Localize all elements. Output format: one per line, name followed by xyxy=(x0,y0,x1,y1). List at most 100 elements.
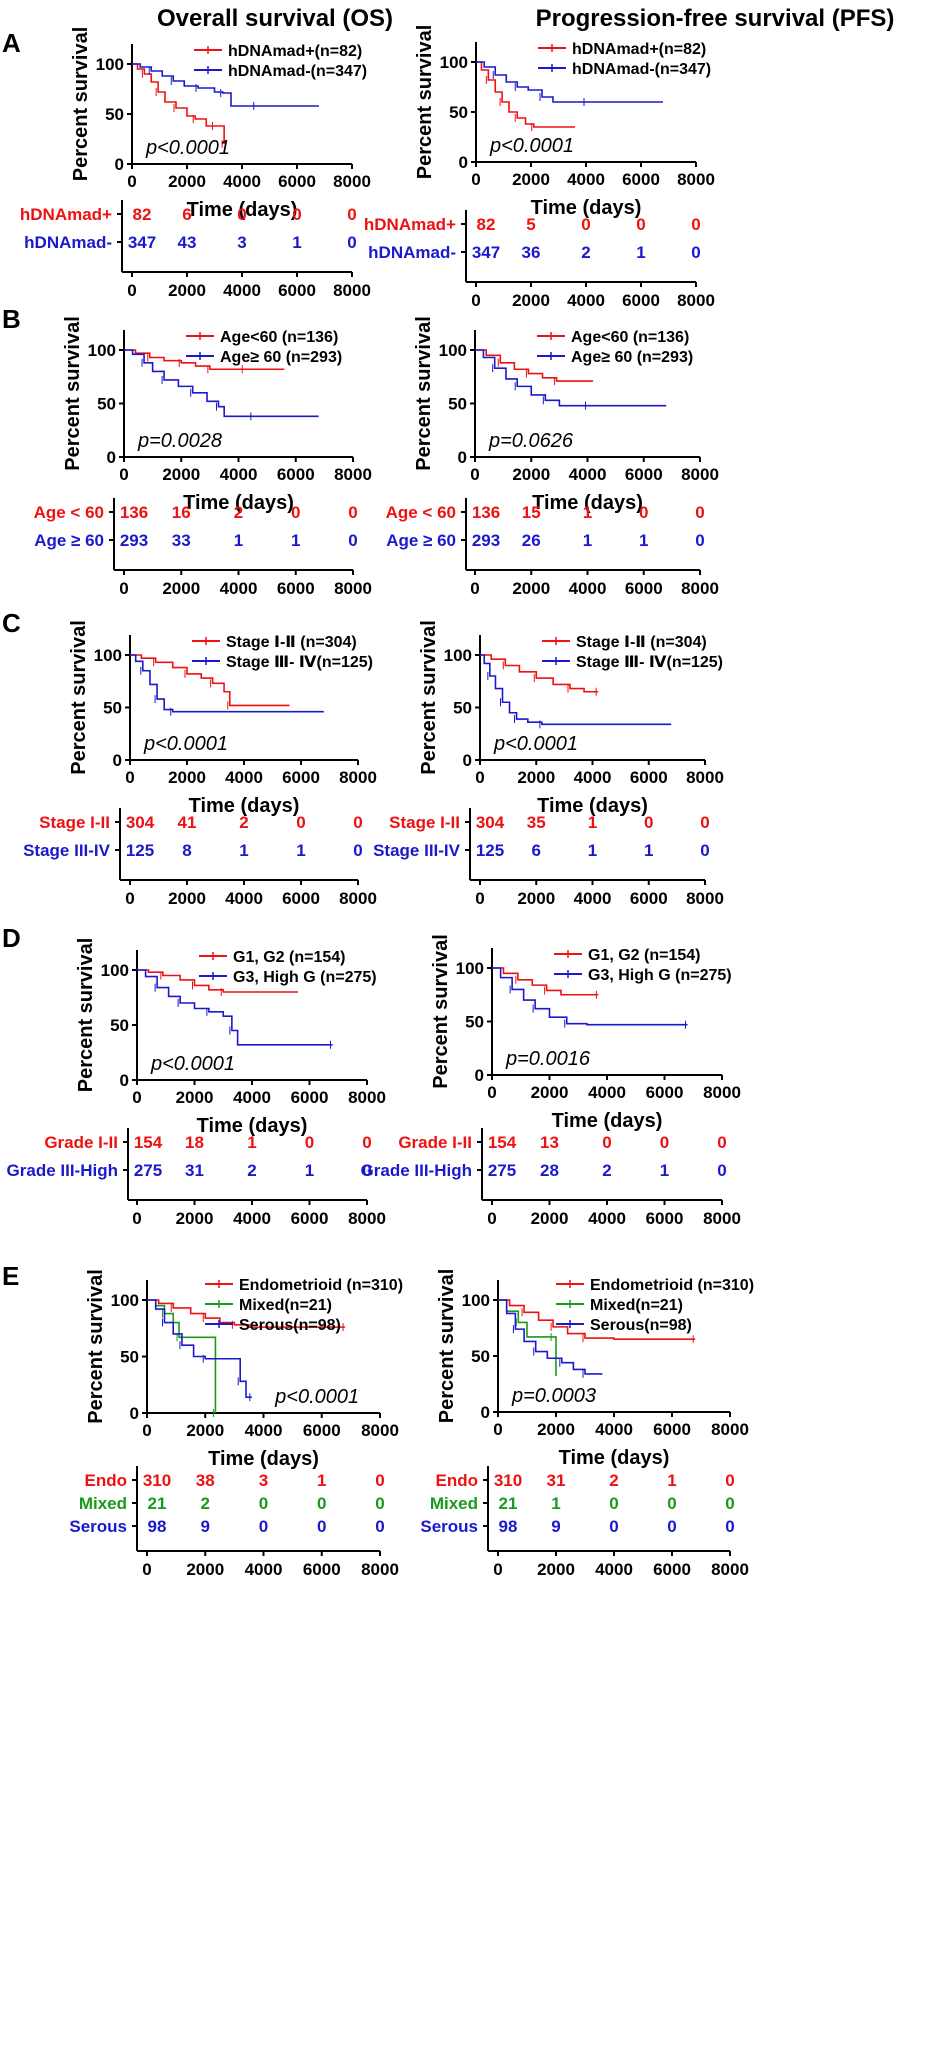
legend-label-blue: Serous(n=98) xyxy=(239,1317,341,1334)
risk-count-blue: 275 xyxy=(134,1161,162,1180)
legend-label-blue: Stage Ⅲ- Ⅳ(n=125) xyxy=(226,654,373,671)
risk-count-red: 1 xyxy=(667,1471,676,1490)
risk-count-blue: 2 xyxy=(581,243,590,262)
risk-count-red: 2 xyxy=(234,503,243,522)
risk-count-blue: 43 xyxy=(178,233,197,252)
y-tick-label: 100 xyxy=(439,341,467,360)
risk-count-green: 0 xyxy=(725,1494,734,1513)
risk-table-tick-label: 4000 xyxy=(220,579,258,598)
risk-row-label-green: Mixed xyxy=(430,1494,478,1513)
risk-row-label-red: Endo xyxy=(436,1471,479,1490)
y-axis-title: Percent survival xyxy=(418,620,440,775)
p-value: p<0.0001 xyxy=(493,733,578,755)
survival-curve-blue xyxy=(475,349,667,407)
y-tick-label: 0 xyxy=(458,448,467,467)
x-tick-label: 0 xyxy=(475,768,484,787)
risk-count-red: 2 xyxy=(609,1471,618,1490)
survival-curve-blue xyxy=(492,967,688,1026)
risk-count-blue: 1 xyxy=(291,531,300,550)
p-value: p=0.0028 xyxy=(137,430,222,452)
risk-count-green: 21 xyxy=(499,1494,518,1513)
risk-count-red: 0 xyxy=(292,205,301,224)
risk-count-red: 0 xyxy=(725,1471,734,1490)
risk-count-red: 0 xyxy=(717,1133,726,1152)
risk-table-tick-label: 0 xyxy=(132,1209,141,1228)
risk-count-red: 0 xyxy=(362,1133,371,1152)
x-tick-label: 4000 xyxy=(225,768,263,787)
risk-table-tick-label: 2000 xyxy=(517,889,555,908)
x-axis-title: Time (days) xyxy=(189,795,300,817)
y-tick-label: 100 xyxy=(96,55,124,74)
risk-count-blue: 28 xyxy=(540,1161,559,1180)
risk-count-green: 21 xyxy=(148,1494,167,1513)
survival-curve-blue xyxy=(137,969,333,1046)
risk-count-red: 0 xyxy=(347,205,356,224)
y-tick-label: 50 xyxy=(110,1016,129,1035)
x-axis-title: Time (days) xyxy=(183,492,294,514)
risk-count-blue: 9 xyxy=(201,1517,210,1536)
risk-count-blue: 0 xyxy=(347,233,356,252)
risk-table-tick-label: 2000 xyxy=(162,579,200,598)
x-tick-label: 0 xyxy=(471,170,480,189)
risk-count-green: 2 xyxy=(201,1494,210,1513)
risk-row-label-red: Stage I-II xyxy=(39,813,110,832)
survival-curve-red xyxy=(498,1299,696,1340)
y-tick-label: 0 xyxy=(107,448,116,467)
y-tick-label: 0 xyxy=(481,1403,490,1422)
y-tick-label: 100 xyxy=(101,961,129,980)
risk-table-tick-label: 0 xyxy=(475,889,484,908)
risk-table-tick-label: 8000 xyxy=(681,579,719,598)
risk-count-blue: 3 xyxy=(237,233,246,252)
x-tick-label: 4000 xyxy=(567,170,605,189)
risk-count-red: 15 xyxy=(522,503,541,522)
risk-count-blue: 1 xyxy=(239,841,248,860)
x-tick-label: 4000 xyxy=(245,1421,283,1440)
x-tick-label: 4000 xyxy=(574,768,612,787)
y-axis-title: Percent survival xyxy=(85,1269,107,1424)
y-tick-label: 50 xyxy=(103,699,122,718)
legend-label-blue: hDNAmad-(n=347) xyxy=(572,61,711,78)
x-axis-title: Time (days) xyxy=(187,199,298,221)
risk-count-green: 0 xyxy=(667,1494,676,1513)
risk-table-tick-label: 6000 xyxy=(291,1209,329,1228)
risk-count-red: 41 xyxy=(178,813,197,832)
risk-count-red: 0 xyxy=(644,813,653,832)
y-axis-title: Percent survival xyxy=(436,1269,458,1424)
risk-table-tick-label: 2000 xyxy=(168,281,206,300)
x-tick-label: 4000 xyxy=(595,1420,633,1439)
risk-count-blue: 8 xyxy=(182,841,191,860)
risk-table-tick-label: 2000 xyxy=(512,579,550,598)
risk-table-tick-label: 4000 xyxy=(569,579,607,598)
survival-curve-blue xyxy=(498,1299,603,1375)
risk-count-blue: 33 xyxy=(172,531,191,550)
risk-count-blue: 0 xyxy=(695,531,704,550)
risk-count-red: 136 xyxy=(120,503,148,522)
y-tick-label: 0 xyxy=(459,153,468,172)
risk-count-blue: 2 xyxy=(602,1161,611,1180)
risk-row-label-blue: Age ≥ 60 xyxy=(386,531,456,550)
risk-table-tick-label: 0 xyxy=(142,1560,151,1579)
x-tick-label: 6000 xyxy=(278,172,316,191)
legend-label-red: G1, G2 (n=154) xyxy=(588,947,701,964)
risk-count-red: 6 xyxy=(182,205,191,224)
risk-table-tick-label: 8000 xyxy=(339,889,377,908)
y-axis-title: Percent survival xyxy=(414,25,436,180)
y-tick-label: 0 xyxy=(115,155,124,174)
risk-count-blue: 0 xyxy=(691,243,700,262)
p-value: p=0.0626 xyxy=(488,430,574,452)
risk-count-red: 0 xyxy=(237,205,246,224)
survival-curve-red xyxy=(492,967,599,996)
x-tick-label: 8000 xyxy=(711,1420,749,1439)
risk-count-green: 0 xyxy=(259,1494,268,1513)
risk-count-red: 0 xyxy=(700,813,709,832)
x-axis-title: Time (days) xyxy=(197,1115,308,1137)
survival-curve-blue xyxy=(480,654,672,726)
risk-count-blue: 98 xyxy=(499,1517,518,1536)
x-axis-title: Time (days) xyxy=(537,795,648,817)
survival-curve-red xyxy=(476,61,575,128)
survival-curve-blue xyxy=(132,63,319,107)
y-tick-label: 50 xyxy=(120,1348,139,1367)
y-axis-title: Percent survival xyxy=(70,27,92,182)
x-tick-label: 6000 xyxy=(303,1421,341,1440)
